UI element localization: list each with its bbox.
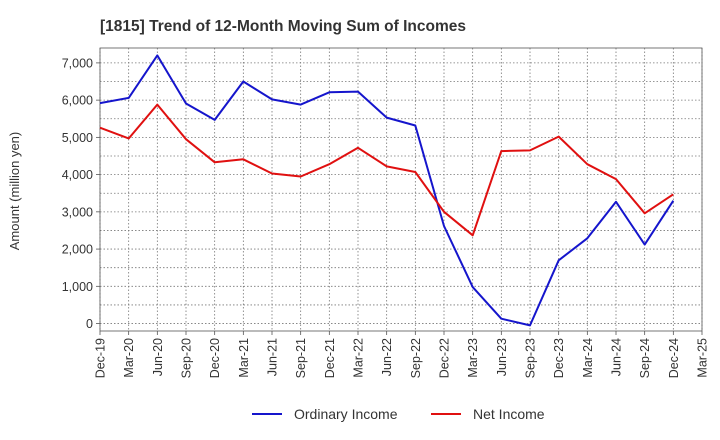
x-tick-label: Dec-20 [208, 338, 222, 378]
y-tick-label: 1,000 [62, 280, 93, 294]
y-tick-label: 7,000 [62, 56, 93, 70]
x-tick-label: Mar-24 [581, 338, 595, 378]
x-tick-label: Dec-23 [552, 338, 566, 378]
x-tick-label: Mar-21 [237, 338, 251, 378]
x-tick-label: Dec-21 [323, 338, 337, 378]
y-tick-label: 6,000 [62, 94, 93, 108]
series-lines [99, 54, 675, 327]
x-axis: Dec-19 Mar-20 Jun-20 Sep-20 Dec-20 Mar-21 Jun-… [94, 331, 710, 378]
x-tick-label: Mar-23 [466, 338, 480, 378]
x-tick-label: Mar-25 [696, 338, 710, 378]
x-tick-label: Sep-22 [409, 338, 423, 378]
x-tick-label: Mar-22 [352, 338, 366, 378]
plot-background [100, 48, 702, 331]
x-tick-label: Jun-21 [266, 338, 280, 376]
plot-border [99, 47, 703, 332]
x-tick-label: Mar-20 [122, 338, 136, 378]
y-tick-label: 0 [86, 317, 93, 331]
net-income-line [99, 103, 674, 237]
x-tick-label: Sep-24 [638, 338, 652, 378]
x-tick-label: Jun-24 [610, 338, 624, 376]
x-tick-label: Dec-22 [438, 338, 452, 378]
x-tick-label: Sep-20 [180, 338, 194, 378]
plot-area [99, 47, 703, 332]
y-tick-label: 5,000 [62, 131, 93, 145]
x-tick-label: Dec-19 [94, 338, 108, 378]
x-tick-label: Sep-23 [524, 338, 538, 378]
y-tick-label: 2,000 [62, 243, 93, 257]
y-tick-label: 4,000 [62, 168, 93, 182]
x-tick-label: Jun-23 [495, 338, 509, 376]
x-tick-label: Jun-20 [151, 338, 165, 376]
legend: Ordinary Income Net Income [252, 406, 545, 422]
ordinary-income-line [99, 54, 675, 327]
legend-label-net-income: Net Income [473, 406, 545, 422]
x-tick-label: Jun-22 [380, 338, 394, 376]
y-axis-label: Amount (million yen) [7, 132, 22, 251]
y-tick-label: 3,000 [62, 205, 93, 219]
y-axis: 0 1,000 2,000 3,000 4,000 5,000 6,000 7,000 [62, 56, 100, 331]
legend-label-ordinary-income: Ordinary Income [294, 406, 398, 422]
x-tick-label: Dec-24 [667, 338, 681, 378]
x-tick-label: Sep-21 [294, 338, 308, 378]
chart-title: [1815] Trend of 12-Month Moving Sum of I… [100, 18, 466, 35]
